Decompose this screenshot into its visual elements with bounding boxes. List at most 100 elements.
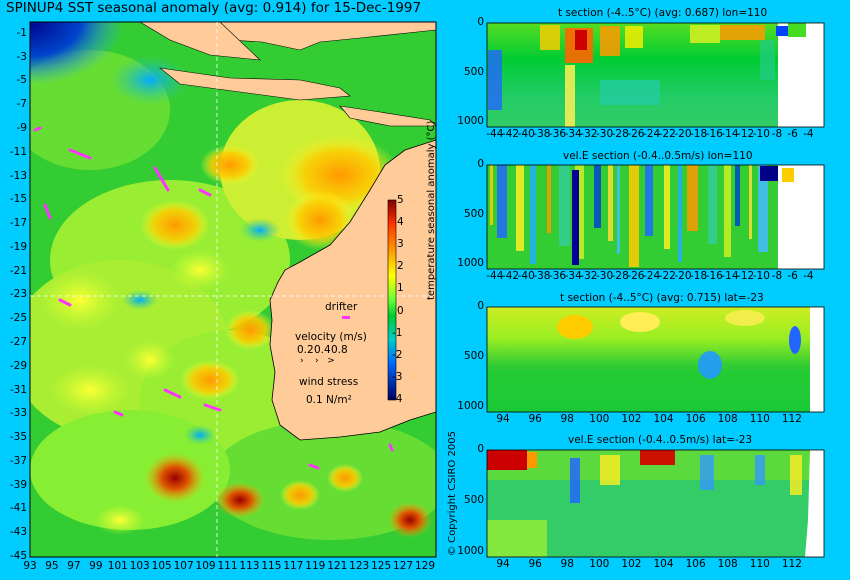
panel-x-tick: 98	[560, 558, 574, 570]
map-x-tick: 119	[305, 560, 326, 572]
panel-y-tick: 0	[477, 300, 484, 312]
panel-y-tick: 500	[463, 493, 484, 506]
map-y-tick: -45	[9, 550, 27, 562]
map-y-tick: -7	[16, 98, 27, 111]
panel-t-lon	[486, 22, 825, 128]
colorbar-ticks: 5 4 3 2 1 0 -1 -2 -3 -4	[392, 194, 417, 414]
panel-t-lat	[486, 306, 825, 413]
cbar-tick: 2	[397, 260, 404, 272]
vel-stripe	[608, 165, 613, 241]
panel-x-tick: -32	[580, 270, 598, 282]
map-x-tick: 105	[151, 560, 172, 572]
panel-x-tick: -34	[564, 128, 582, 140]
panel-x-tick: 100	[589, 413, 610, 425]
panel-x-tick: -36	[548, 270, 567, 282]
panel-x-tick: 96	[528, 413, 542, 425]
vel-stripe	[559, 165, 570, 246]
map-x-tick: 95	[45, 560, 59, 572]
vel-stripe	[490, 165, 493, 225]
velocity-value: 0.8	[331, 344, 348, 356]
vel-stripe	[516, 165, 524, 251]
map-x-tick: 123	[349, 560, 370, 572]
cbar-tick: 5	[397, 194, 404, 206]
panel-x-tick: -34	[564, 270, 582, 282]
panel-x-tick: 104	[653, 413, 674, 425]
panel-x-tick: -30	[595, 128, 614, 140]
panel-x-tick: -20	[674, 270, 692, 282]
map-y-tick: -13	[9, 169, 27, 182]
panel-x-tick: -8	[771, 270, 783, 282]
panel-y-tick: 500	[463, 207, 484, 220]
map-y-tick: -37	[9, 454, 27, 467]
panel-x-tick: -10	[752, 128, 770, 140]
panel-x-tick: -24	[643, 128, 661, 140]
map-y-tick: -35	[9, 431, 27, 444]
panel-x-tick: 110	[749, 413, 770, 425]
panel-x-tick: 106	[685, 413, 706, 425]
cbar-tick: -1	[392, 327, 403, 339]
map-x-tick: 121	[327, 560, 348, 572]
map-y-tick: -17	[9, 217, 27, 230]
map-x-tick: 111	[217, 560, 238, 572]
panel-x-tick: -44	[486, 128, 504, 140]
cbar-tick: -4	[392, 393, 403, 405]
panel-x-tick: -10	[752, 270, 770, 282]
map-y-tick: -39	[9, 478, 27, 491]
map-y-tick: -27	[9, 336, 27, 348]
panel-x-tick: -12	[737, 128, 755, 140]
panel-x-tick: 110	[749, 558, 770, 570]
velocity-value: 0.2	[297, 344, 314, 356]
velocity-label: velocity (m/s)	[295, 331, 367, 343]
map-y-tick: -5	[16, 74, 27, 87]
panel-x-tick: -8	[771, 128, 783, 140]
panel-x-tick: -14	[721, 128, 739, 140]
panel-x-tick: -4	[803, 270, 814, 282]
panel-y-tick: 1000	[457, 400, 484, 412]
map-y-tick: -25	[9, 312, 27, 325]
panel-x-tick: -6	[787, 128, 798, 140]
panel-x-tick: 94	[496, 413, 510, 425]
panel-vel-lon	[486, 164, 825, 270]
panel-y-tick: 1000	[457, 544, 484, 557]
map-y-tick: -11	[9, 145, 27, 158]
vel-stripe	[547, 165, 551, 233]
panel-y-tick: 0	[477, 158, 484, 170]
vel-stripe	[530, 165, 536, 264]
map-x-tick: 97	[67, 560, 81, 572]
panel-x-tick: -28	[611, 270, 629, 282]
panel-y-tick: 1000	[457, 257, 484, 270]
map-y-tick: -3	[16, 50, 27, 63]
vel-stripe	[758, 165, 768, 252]
panel-x-tick: -38	[533, 128, 551, 140]
map-y-tick: -43	[9, 526, 27, 539]
panel-x-tick: -20	[674, 128, 692, 140]
vel-stripe	[664, 165, 670, 249]
map-y-tick: -31	[9, 383, 27, 396]
map-y-axis: -1 -3 -5 -7 -9 -11 -13 -15 -17 -19 -21 -23 -25 -27 -29…	[0, 0, 30, 580]
cbar-tick: 0	[397, 305, 404, 317]
panel-y-tick: 500	[463, 65, 484, 78]
velocity-arrows: › › >	[300, 356, 335, 366]
panel-x-tick: -38	[533, 270, 551, 282]
velocity-value: 0.4	[314, 344, 331, 356]
vel-stripe	[617, 165, 620, 254]
panel-x-tick: -16	[705, 270, 723, 282]
map-y-tick: -23	[9, 288, 27, 301]
vel-stripe	[735, 165, 740, 226]
map-x-tick: 117	[283, 560, 304, 572]
cbar-tick: -2	[392, 349, 403, 361]
panel-x-tick: -22	[658, 270, 676, 282]
map-x-tick: 101	[107, 560, 128, 572]
map-x-tick: 93	[23, 560, 37, 572]
panel-title: vel.E section (-0.4..0.5m/s) lat=-23	[568, 434, 753, 446]
panel-x-tick: -26	[627, 128, 645, 140]
panel-x-tick: 100	[589, 558, 610, 570]
panel-x-tick: 94	[496, 558, 510, 570]
map-y-tick: -29	[9, 359, 27, 372]
wind-stress-value: 0.1 N/m²	[306, 394, 352, 406]
map-x-tick: 127	[393, 560, 414, 572]
map-y-tick: -1	[16, 26, 27, 39]
panel-title: t section (-4..5°C) (avg: 0.687) lon=110	[558, 7, 768, 19]
vel-stripe	[497, 165, 507, 238]
